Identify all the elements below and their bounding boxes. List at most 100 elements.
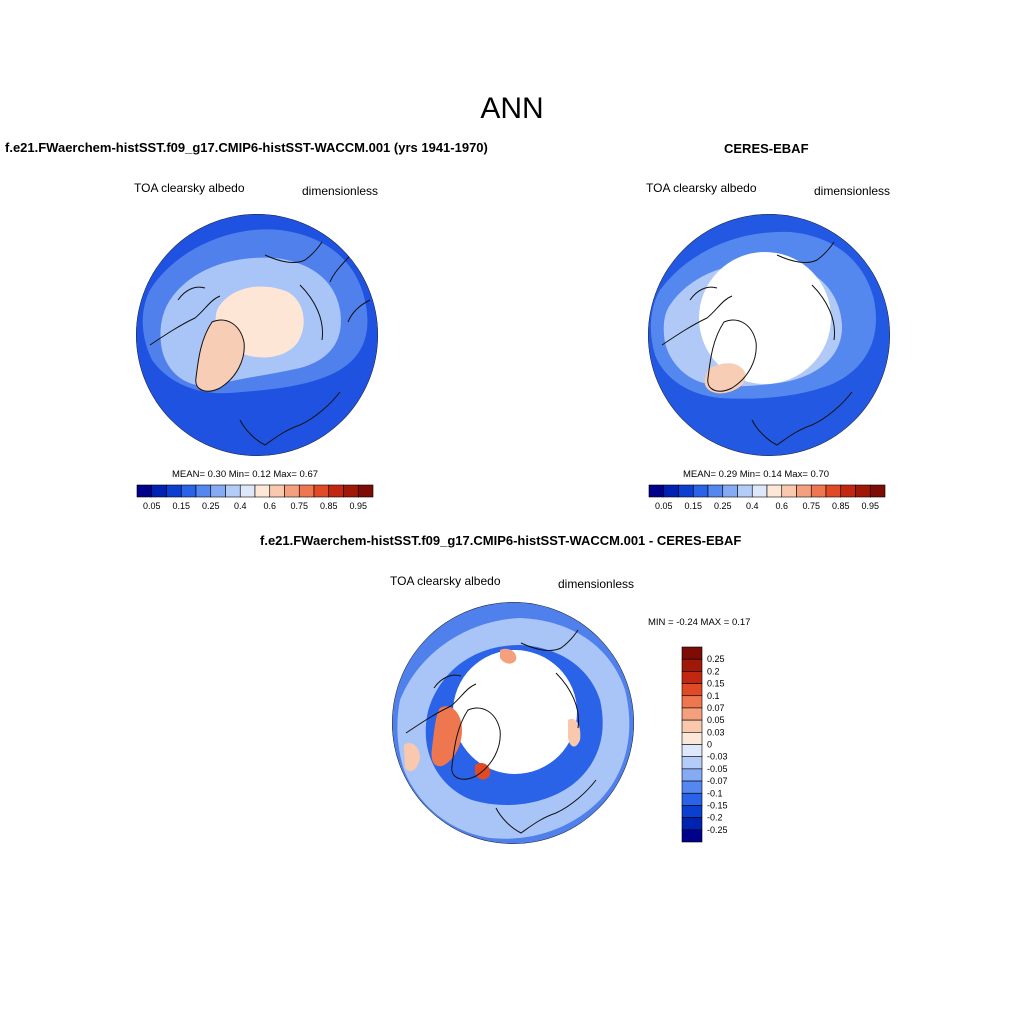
colorbar-diff-swatch [681,707,703,721]
colorbar-1-swatch [313,484,330,498]
colorbar-diff-tick-label: 0.07 [707,703,725,713]
colorbar-2-swatch [869,484,886,498]
panel-1-units-label: dimensionless [302,184,379,198]
colorbar-diff-tick-label: 0.03 [707,727,725,737]
colorbar-diff-swatch [681,817,703,831]
panel-2-units-label: dimensionless [814,184,891,198]
colorbar-1: 0.05 0.15 0.25 0.4 0.6 0.75 0.85 0.95 [136,484,374,511]
colorbar-2-tick-label: 0.75 [802,501,820,511]
map-2-polar-plot [648,214,890,456]
colorbar-1-swatch [136,484,153,498]
map-3-positive-patch-a [404,743,420,772]
colorbar-1-swatch [284,484,300,498]
panel-1-variable-label: TOA clearsky albedo [134,181,245,195]
colorbar-diff-swatch [681,732,703,745]
colorbar-diff-swatch [681,792,703,806]
colorbar-2-swatch [840,484,856,498]
colorbar-1-tick-label: 0.6 [263,501,276,511]
colorbar-diff-tick-label: 0.2 [707,666,720,676]
colorbar-2-swatch [810,484,827,498]
colorbar-1-swatch [166,484,182,498]
panel-3-variable-label: TOA clearsky albedo [390,574,501,588]
colorbar-diff-swatch [681,829,703,843]
colorbar-1-swatch [328,484,344,498]
colorbar-2-swatch [692,484,709,498]
colorbar-diff-tick-label: 0.1 [707,691,720,701]
colorbar-1-swatch [254,484,271,498]
colorbar-2-tick-label: 0.85 [832,501,850,511]
colorbar-1-swatch [180,484,197,498]
colorbar-2-swatch [781,484,797,498]
panel-2-variable-label: TOA clearsky albedo [646,181,757,195]
colorbar-1-swatch [210,484,226,498]
colorbar-diff-tick-label: -0.05 [707,764,728,774]
colorbar-diff-tick-label: 0.25 [707,654,725,664]
colorbar-1-tick-label: 0.85 [320,501,338,511]
colorbar-diff-tick-label: 0.15 [707,679,725,689]
panel-2-title: CERES-EBAF [724,141,809,156]
colorbar-diff-tick-label: -0.03 [707,752,728,762]
colorbar-diff-swatch [681,719,703,733]
map-2-missing-data [699,252,831,384]
colorbar-diff-swatch [681,744,703,757]
colorbar-1-tick-label: 0.15 [172,501,190,511]
colorbar-diff-swatch [681,695,703,709]
colorbar-1-swatch [357,484,374,498]
colorbar-diff-swatch [681,683,703,697]
map-3-missing-data [453,650,577,774]
colorbar-2-tick-label: 0.15 [684,501,702,511]
colorbar-diff-tick-label: -0.15 [707,800,728,810]
colorbar-1-tick-label: 0.05 [143,501,161,511]
colorbar-diff: 0.25 0.2 0.15 0.1 0.07 0.05 0.03 0 -0.03 -0.05 -0.… [681,646,728,843]
colorbar-diff-swatch [681,658,703,672]
map-3-coastlines [405,629,597,834]
colorbar-diff-swatch [681,671,703,684]
main-title: ANN [480,92,544,125]
colorbar-diff-swatch [681,756,703,770]
colorbar-2-swatch [855,484,871,498]
colorbar-2-tick-label: 0.25 [714,501,732,511]
panel-3-stats: MIN = -0.24 MAX = 0.17 [648,617,751,628]
colorbar-1-swatch [343,484,359,498]
colorbar-2-swatch [648,484,665,498]
colorbar-diff-swatch [681,768,703,782]
colorbar-2-swatch [707,484,724,498]
colorbar-2-swatch [663,484,679,498]
colorbar-1-swatch [239,484,256,498]
colorbar-2-swatch [737,484,753,498]
panel-1-title: f.e21.FWaerchem-histSST.f09_g17.CMIP6-hi… [5,140,488,155]
colorbar-diff-tick-label: -0.1 [707,788,723,798]
map-3-positive-patch-d [568,718,581,747]
colorbar-diff-tick-label: -0.2 [707,813,723,823]
colorbar-1-tick-label: 0.4 [234,501,247,511]
panel-3-title: f.e21.FWaerchem-histSST.f09_g17.CMIP6-hi… [260,533,742,548]
colorbar-diff-tick-label: -0.07 [707,776,728,786]
map-2-coastlines [661,241,853,446]
colorbar-2-tick-label: 0.95 [861,501,879,511]
panel-1-stats: MEAN= 0.30 Min= 0.12 Max= 0.67 [172,469,319,480]
colorbar-2-swatch [796,484,812,498]
map-3-positive-patch-c [500,648,517,664]
colorbar-1-tick-label: 0.95 [349,501,367,511]
colorbar-diff-swatch [681,780,703,794]
colorbar-1-swatch [269,484,285,498]
colorbar-1-swatch [225,484,241,498]
colorbar-2-swatch [678,484,694,498]
colorbar-1-swatch [298,484,315,498]
colorbar-2-tick-label: 0.4 [746,501,759,511]
panel-3-units-label: dimensionless [558,577,635,591]
colorbar-diff-tick-label: 0.05 [707,715,725,725]
colorbar-2: 0.05 0.15 0.25 0.4 0.6 0.75 0.85 0.95 [648,484,886,511]
colorbar-1-tick-label: 0.25 [202,501,220,511]
colorbar-diff-tick-label: 0 [707,740,712,750]
map-1-greenland [195,320,245,392]
colorbar-2-tick-label: 0.6 [775,501,788,511]
colorbar-2-tick-label: 0.05 [655,501,673,511]
map-3-polar-plot [392,602,634,844]
colorbar-diff-tick-label: -0.25 [707,825,728,835]
panel-2-stats: MEAN= 0.29 Min= 0.14 Max= 0.70 [683,469,830,480]
map-1-polar-plot [136,214,378,456]
colorbar-1-swatch [195,484,212,498]
colorbar-1-tick-label: 0.75 [290,501,308,511]
